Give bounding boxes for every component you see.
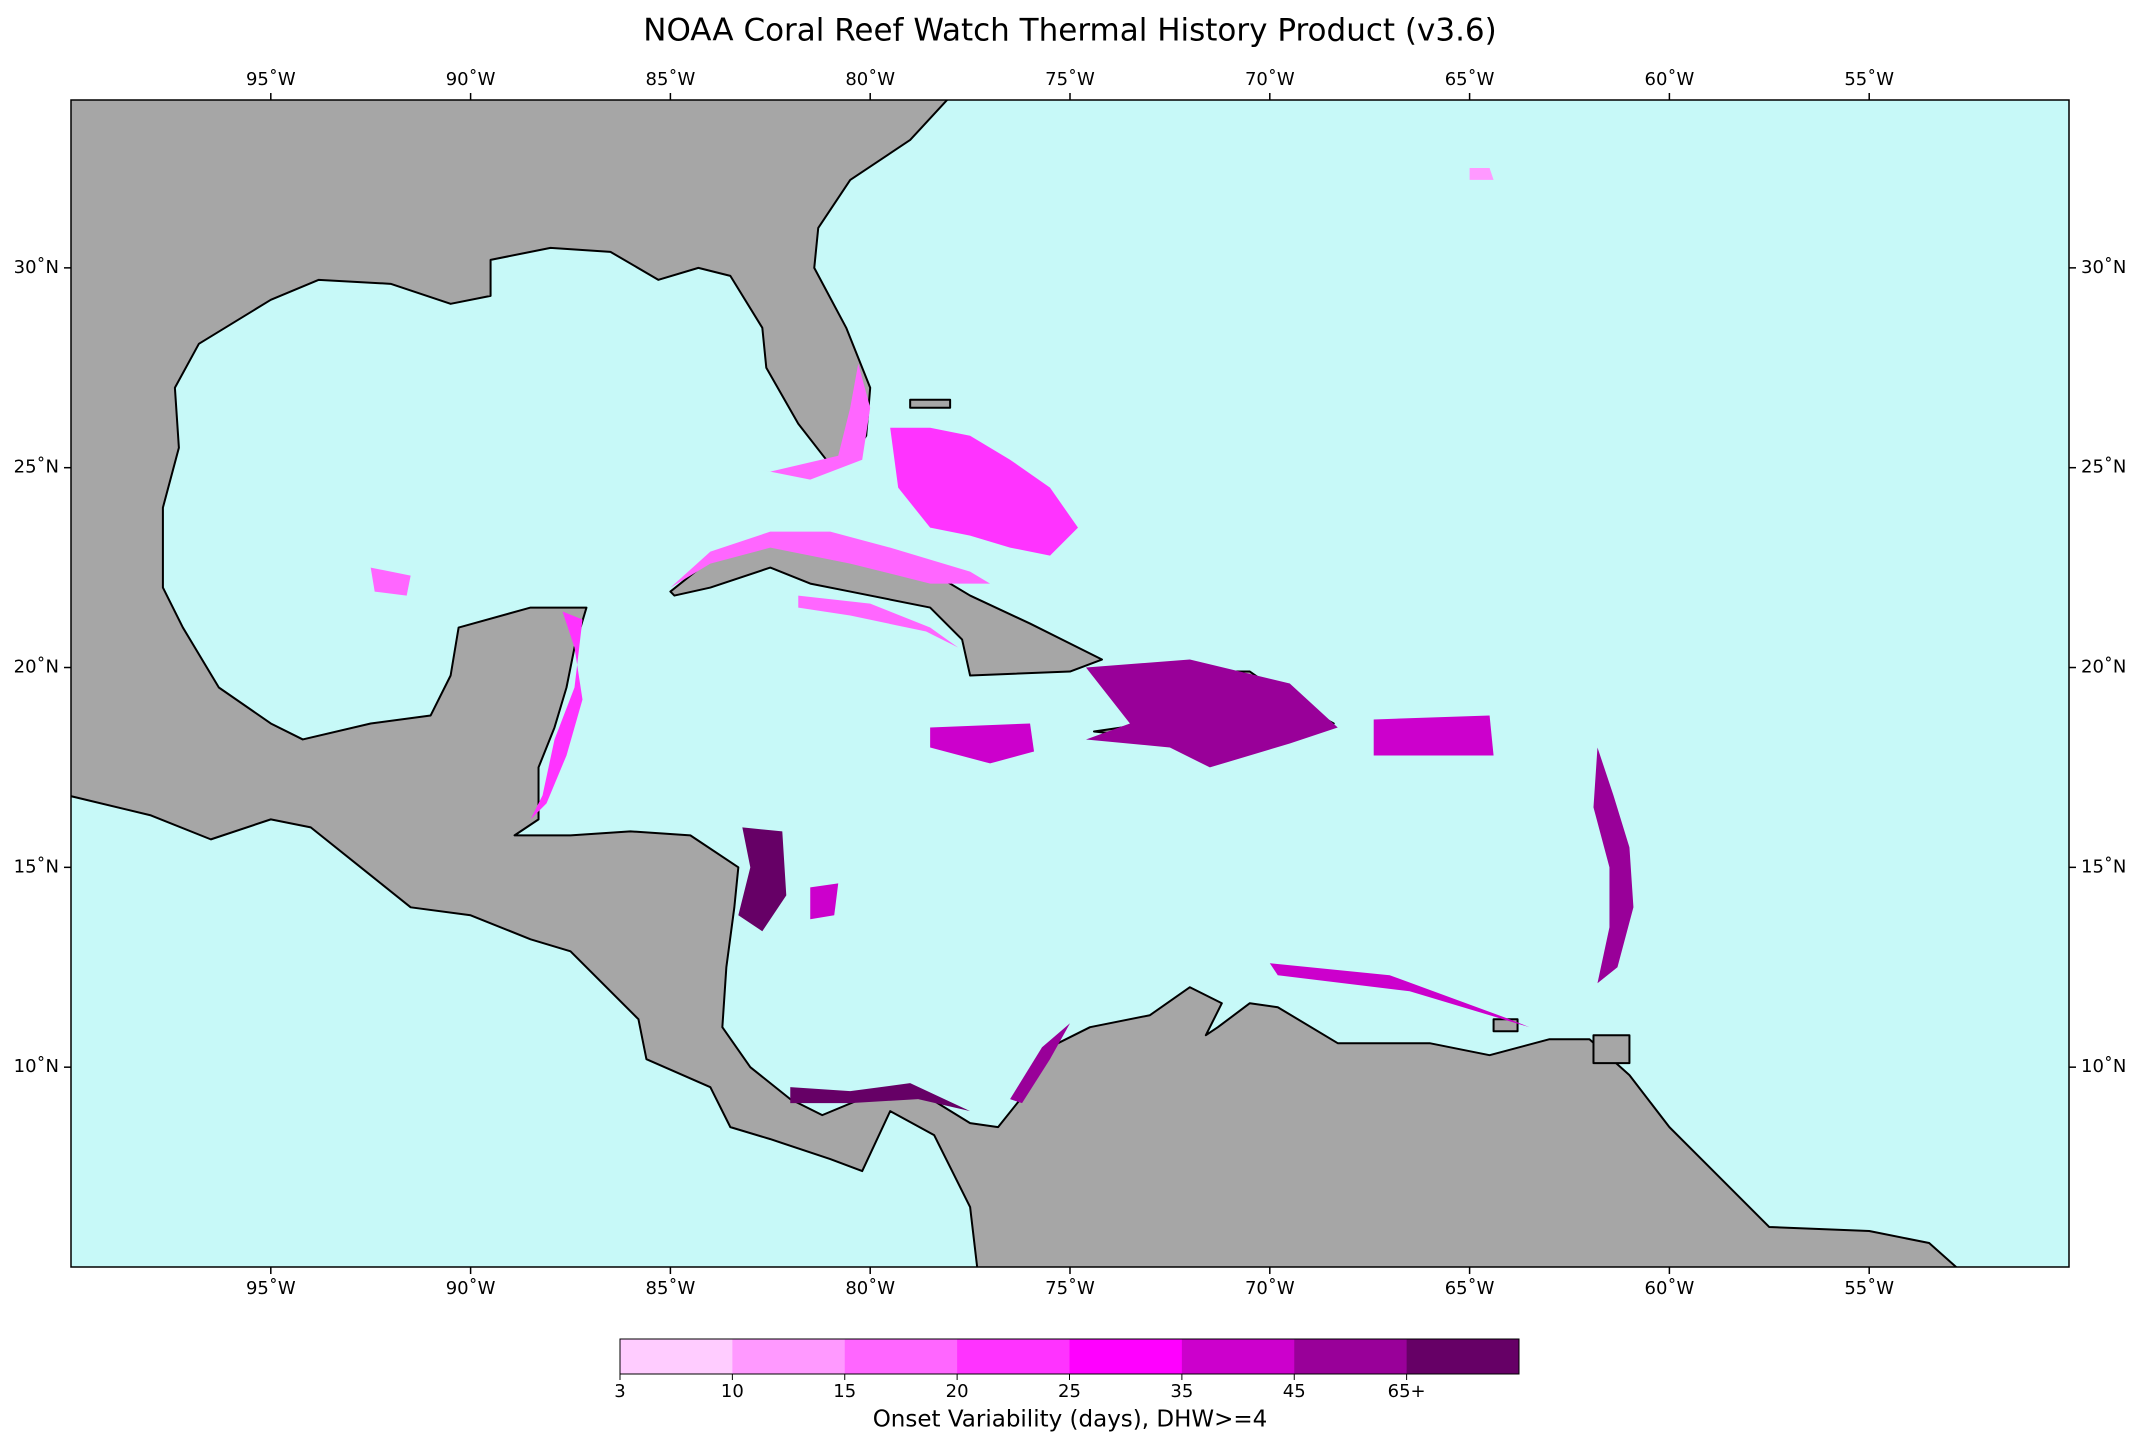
y-tick-label-left: 30˚N xyxy=(14,257,59,278)
x-tick-label-bottom: 80˚W xyxy=(845,1278,895,1299)
colorbar-segment xyxy=(1181,1339,1295,1374)
x-tick-label-bottom: 95˚W xyxy=(246,1278,296,1299)
reef-cuba-north xyxy=(670,531,991,588)
x-tick-label-top: 70˚W xyxy=(1245,69,1295,90)
colorbar-tick-label: 20 xyxy=(946,1381,969,1402)
x-tick-label-top: 85˚W xyxy=(646,69,696,90)
colorbar-tick-label: 15 xyxy=(833,1381,856,1402)
colorbar-tick-label: 35 xyxy=(1170,1381,1193,1402)
x-tick-label-top: 60˚W xyxy=(1645,69,1695,90)
x-tick-label-top: 75˚W xyxy=(1045,69,1095,90)
reef-bahamas xyxy=(890,427,1078,556)
x-tick-label-bottom: 65˚W xyxy=(1445,1278,1495,1299)
land-grand-bahama xyxy=(910,400,950,408)
reef-campeche xyxy=(370,567,411,596)
x-tick-label-bottom: 75˚W xyxy=(1045,1278,1095,1299)
x-tick-label-top: 95˚W xyxy=(246,69,296,90)
colorbar-tick-label: 45 xyxy=(1283,1381,1306,1402)
reef-cuba-south xyxy=(798,595,959,648)
map-area xyxy=(71,100,1965,1267)
colorbar-segment xyxy=(1406,1339,1520,1374)
x-tick-label-bottom: 70˚W xyxy=(1245,1278,1295,1299)
y-tick-label-left: 20˚N xyxy=(14,657,59,678)
reef-florida-keys xyxy=(750,363,871,480)
land-americas xyxy=(71,100,1965,1267)
y-tick-label-right: 15˚N xyxy=(2081,856,2126,877)
x-tick-label-bottom: 60˚W xyxy=(1645,1278,1695,1299)
reef-venezuela xyxy=(1269,963,1530,1028)
y-tick-label-right: 10˚N xyxy=(2081,1056,2126,1077)
x-tick-label-top: 55˚W xyxy=(1844,69,1894,90)
reef-panama xyxy=(790,1083,971,1112)
reef-belize xyxy=(530,611,583,820)
colorbar-segment xyxy=(620,1339,733,1374)
colorbar-segment xyxy=(844,1339,958,1374)
colorbar-tick-label: 65+ xyxy=(1388,1381,1426,1402)
reef-nicaragua xyxy=(738,827,787,932)
colorbar-tick-label: 25 xyxy=(1058,1381,1081,1402)
x-tick-label-top: 90˚W xyxy=(446,69,496,90)
x-tick-label-top: 80˚W xyxy=(845,69,895,90)
y-tick-label-right: 30˚N xyxy=(2081,257,2126,278)
y-tick-label-right: 25˚N xyxy=(2081,457,2126,478)
colorbar-segment xyxy=(732,1339,846,1374)
x-tick-label-bottom: 90˚W xyxy=(446,1278,496,1299)
x-tick-label-bottom: 85˚W xyxy=(646,1278,696,1299)
x-tick-label-bottom: 55˚W xyxy=(1844,1278,1894,1299)
y-tick-label-left: 25˚N xyxy=(14,457,59,478)
reef-hispaniola xyxy=(1085,659,1338,768)
colorbar-tick-label: 10 xyxy=(721,1381,744,1402)
reef-bermuda xyxy=(1469,167,1494,180)
colorbar-segment xyxy=(1294,1339,1408,1374)
x-tick-label-top: 65˚W xyxy=(1445,69,1495,90)
y-tick-label-left: 15˚N xyxy=(14,856,59,877)
colorbar-label: Onset Variability (days), DHW>=4 xyxy=(873,1407,1268,1433)
land-trinidad xyxy=(1593,1035,1629,1063)
reef-lesser-antilles xyxy=(1593,747,1634,984)
reef-caribbean-bank xyxy=(810,883,839,920)
map-title: NOAA Coral Reef Watch Thermal History Pr… xyxy=(643,13,1496,49)
colorbar-tick-label: 3 xyxy=(614,1381,625,1402)
colorbar-segment xyxy=(957,1339,1070,1374)
colorbar-segment xyxy=(1069,1339,1183,1374)
reef-colombia xyxy=(1010,1023,1071,1104)
y-tick-label-right: 20˚N xyxy=(2081,657,2126,678)
geo-layer xyxy=(71,100,1965,1267)
y-tick-label-left: 10˚N xyxy=(14,1056,59,1077)
reef-jamaica xyxy=(930,723,1035,764)
reef-puerto-rico xyxy=(1373,715,1494,756)
